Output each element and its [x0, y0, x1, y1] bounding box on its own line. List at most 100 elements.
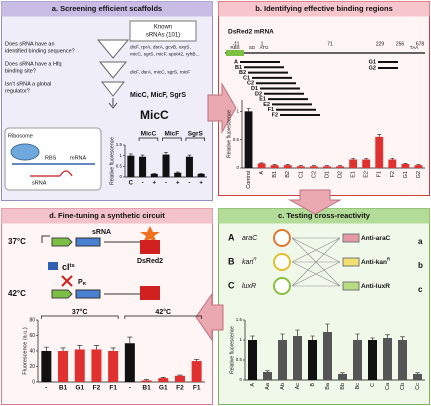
question: Does sRNA have an	[5, 41, 55, 47]
bar	[323, 166, 331, 168]
plasmid	[273, 277, 291, 295]
mrna-label: mRNA	[70, 155, 87, 161]
bar	[383, 338, 392, 380]
promoter-label-main: P	[78, 279, 83, 286]
feature-label: ATG	[260, 45, 269, 50]
position-label: -11	[233, 41, 240, 47]
panel-title: c. Testing cross-reactivity	[278, 211, 371, 220]
position-label: 256	[396, 41, 405, 47]
error-bar	[60, 347, 66, 351]
error-bar	[144, 379, 150, 381]
repressor-gene	[48, 262, 58, 270]
region-label: B2	[239, 70, 246, 76]
promoter-label-sub: R	[83, 281, 87, 286]
srna-line	[30, 170, 73, 177]
construct-gene-main: araC	[242, 235, 258, 242]
temperature: 42°C	[8, 289, 26, 298]
bar	[375, 136, 384, 168]
funnel	[100, 81, 126, 97]
y-tick-label: 40	[29, 348, 35, 354]
x-tick-label: F2	[390, 171, 396, 177]
region-label: B1	[235, 65, 242, 71]
bar	[174, 172, 182, 177]
anti-letter: c	[418, 285, 423, 294]
y-tick-label: 1.5	[116, 142, 123, 147]
x-tick-label: B1	[59, 385, 68, 392]
bar	[308, 340, 317, 380]
error-bar	[415, 372, 420, 374]
promoter	[41, 235, 50, 243]
bar	[309, 166, 318, 168]
question: binding site?	[5, 68, 36, 74]
x-tick-label: -	[142, 181, 144, 187]
srna-list: micC, sgrS, micF, spot42, ryhB...	[130, 51, 200, 57]
error-bar	[400, 336, 405, 340]
group-bracket	[162, 137, 182, 141]
x-tick-label: B1	[142, 385, 151, 392]
x-tick-label: Aa	[265, 382, 271, 390]
error-bar	[187, 154, 192, 157]
bar	[41, 351, 52, 382]
ribosome	[10, 143, 40, 161]
bar	[362, 159, 371, 168]
bar	[191, 361, 202, 382]
anti-name: Anti-kanR	[361, 257, 390, 266]
error-bar	[127, 336, 133, 344]
bar	[174, 375, 185, 382]
error-bar	[390, 158, 395, 160]
error-bar	[164, 152, 168, 155]
feature-label: RBS	[230, 45, 239, 50]
funnel	[96, 39, 130, 59]
x-tick-label: D2	[337, 171, 343, 178]
y-axis-label: Relative fluorescence	[109, 137, 115, 185]
y-tick-label: 60	[29, 333, 35, 339]
error-bar	[129, 153, 133, 156]
error-bar	[265, 370, 270, 372]
error-bar	[325, 323, 330, 332]
error-bar	[364, 158, 369, 160]
repression-mark	[61, 275, 73, 287]
anti-name-main: Anti-luxR	[361, 283, 390, 290]
srna-list: dicF, dsrA, micC, sgrS, micF	[130, 69, 190, 75]
y-tick-label: 20	[29, 364, 35, 370]
arrow-c-to-d	[195, 292, 224, 342]
y-tick-label: 0	[119, 174, 122, 179]
x-tick-label: +	[199, 181, 203, 187]
x-tick-label: +	[176, 181, 180, 187]
x-tick-label: -	[45, 385, 47, 392]
error-bar	[43, 346, 49, 351]
x-tick-label: -	[188, 181, 190, 187]
ribosome-label: Ribosome	[8, 133, 33, 139]
repressor-label: cIts	[62, 262, 75, 272]
x-tick-label: G1	[159, 385, 168, 392]
bar	[388, 159, 397, 168]
error-bar	[325, 165, 329, 167]
error-bar	[295, 329, 300, 336]
group-label: MicF	[164, 131, 179, 138]
bar	[323, 332, 332, 380]
x-tick-label: C	[129, 181, 134, 187]
temperature: 37°C	[8, 237, 26, 246]
region-label: D1	[251, 86, 258, 92]
x-tick-label: Ca	[385, 382, 391, 390]
region-label: E1	[259, 97, 266, 103]
error-bar	[285, 164, 290, 166]
known-srnas: sRNAs (101)	[146, 33, 180, 39]
error-bar	[175, 171, 180, 173]
reporter-label: DsRed2	[137, 258, 163, 265]
region-label: C1	[243, 75, 250, 81]
error-bar	[259, 162, 264, 164]
group-bracket	[40, 315, 119, 319]
arrow-a-to-b	[207, 82, 237, 134]
x-tick-label: D1	[324, 171, 330, 178]
error-bar	[370, 337, 375, 340]
panel-c-header	[218, 208, 430, 224]
region-label: F2	[272, 112, 278, 118]
y-tick-label: 80	[29, 317, 35, 323]
bar	[185, 156, 193, 177]
bar	[401, 164, 410, 168]
x-tick-label: C	[370, 383, 376, 387]
x-tick-label: Cc	[415, 383, 421, 390]
error-bar	[246, 108, 251, 112]
